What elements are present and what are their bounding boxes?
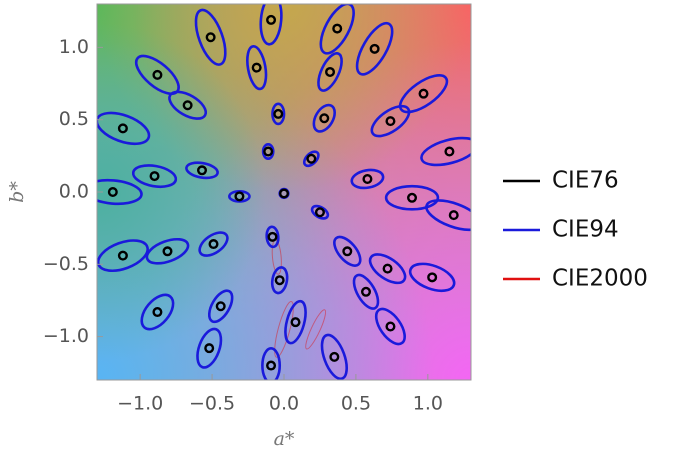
point (314, 207, 325, 218)
point (274, 275, 285, 286)
point (117, 123, 128, 134)
ellipse (198, 231, 229, 257)
ellipse (97, 178, 143, 206)
ellipse (271, 102, 286, 126)
ellipse (305, 309, 327, 350)
point (215, 301, 226, 312)
ellipse (374, 307, 406, 346)
point (205, 32, 216, 43)
ellipse (145, 237, 190, 265)
ellipse (352, 273, 380, 310)
x-axis-label: a* (274, 428, 295, 450)
point (182, 100, 193, 111)
ellipse (168, 90, 208, 120)
plot-background (97, 4, 471, 380)
ellipse (270, 266, 289, 295)
legend-label: CIE2000 (552, 266, 648, 292)
ellipse (320, 333, 348, 380)
ellipse (261, 346, 282, 380)
ellipse (368, 253, 407, 285)
ellipse (425, 199, 471, 232)
x-tick-label: 0.5 (341, 393, 371, 415)
point (290, 317, 301, 328)
point (117, 250, 128, 261)
ellipse (350, 168, 385, 190)
ellipse (408, 262, 456, 293)
point (266, 14, 277, 25)
point (306, 153, 317, 164)
ellipse (420, 136, 471, 167)
x-tick-label: −0.5 (189, 393, 235, 415)
point (444, 146, 455, 157)
point (329, 351, 340, 362)
point (362, 173, 373, 184)
ellipse (246, 45, 268, 91)
marks (97, 4, 471, 380)
point (360, 286, 371, 297)
point (385, 116, 396, 127)
ellipse (196, 327, 223, 369)
point (149, 171, 160, 182)
point (273, 108, 284, 119)
y-axis-label: b* (6, 181, 28, 203)
ellipse (259, 4, 283, 46)
legend-label: CIE76 (552, 168, 619, 194)
ellipse (265, 225, 280, 249)
point (162, 246, 173, 257)
point (418, 88, 429, 99)
y-tick-label: 1.0 (59, 36, 89, 58)
point (332, 23, 343, 34)
point (385, 321, 396, 332)
x-tick-label: 0.0 (269, 393, 299, 415)
point (251, 62, 262, 73)
point (325, 66, 336, 77)
y-tick-label: −0.5 (43, 253, 89, 275)
ellipse (131, 164, 178, 189)
ellipse (355, 21, 394, 76)
point (234, 191, 245, 202)
ellipse (333, 235, 362, 267)
point (267, 231, 278, 242)
point (204, 343, 215, 354)
ellipse (370, 104, 411, 138)
ellipse (310, 204, 330, 220)
ellipse (312, 103, 336, 133)
ellipse (194, 8, 227, 66)
ellipse (228, 189, 251, 203)
point (279, 188, 290, 199)
point (448, 210, 459, 221)
ellipse (261, 143, 275, 161)
ellipse (140, 293, 175, 331)
ellipse (274, 301, 294, 358)
x-tick-label: −1.0 (117, 393, 163, 415)
point (407, 192, 418, 203)
point (382, 263, 393, 274)
y-tick-label: −1.0 (43, 325, 89, 347)
point (266, 360, 277, 371)
y-tick-label: 0.5 (59, 108, 89, 130)
point (427, 272, 438, 283)
ellipse (284, 299, 307, 345)
point (208, 239, 219, 250)
point (152, 307, 163, 318)
legend-label: CIE94 (552, 217, 619, 243)
point (342, 246, 353, 257)
y-tick-label: 0.0 (59, 181, 89, 203)
point (319, 113, 330, 124)
point (263, 146, 274, 157)
x-tick-label: 1.0 (413, 393, 443, 415)
ellipse (207, 289, 234, 324)
point (197, 165, 208, 176)
point (107, 186, 118, 197)
ellipse (398, 74, 449, 114)
point (152, 69, 163, 80)
ellipse (317, 52, 343, 92)
ellipse (185, 161, 219, 180)
ellipse (302, 150, 320, 168)
point (369, 43, 380, 54)
ellipse (384, 184, 440, 211)
